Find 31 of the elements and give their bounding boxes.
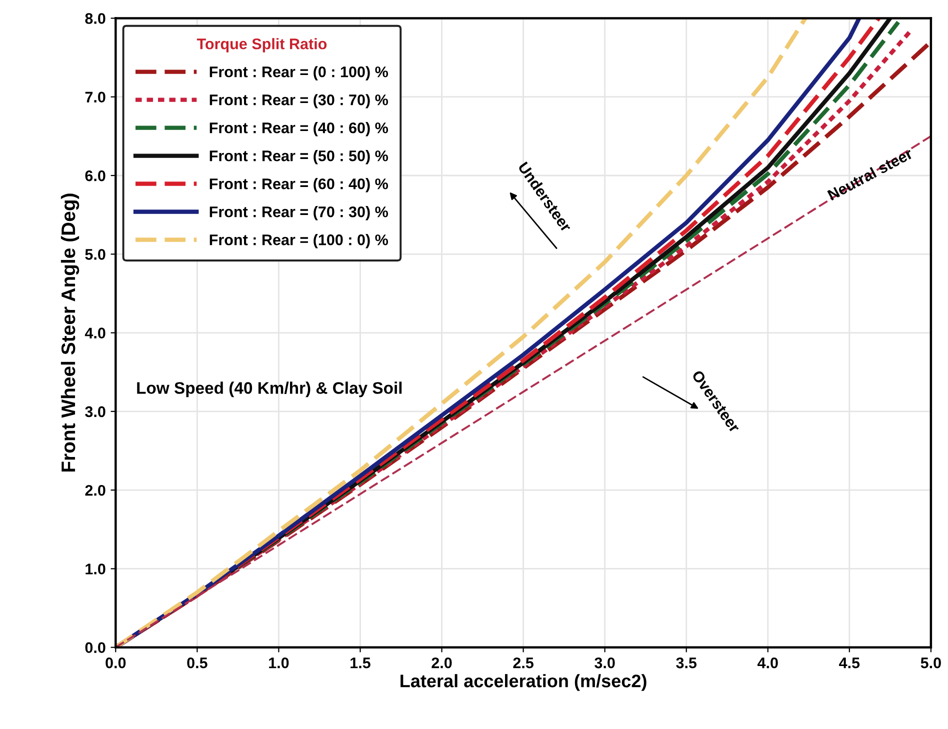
y-tick-label: 6.0 [85, 170, 106, 182]
annotation: Low Speed (40 Km/hr) & Clay Soil [137, 382, 402, 398]
x-tick-label: 4.5 [839, 658, 860, 668]
y-tick-label: 0.0 [85, 642, 106, 654]
legend-label: Front : Rear = (50 : 50) % [210, 150, 388, 164]
y-axis-title: Front Wheel Steer Angle (Deg) [60, 194, 80, 472]
legend-title: Torque Split Ratio [196, 38, 327, 52]
x-tick-label: 3.5 [676, 657, 697, 668]
x-axis-title: Lateral acceleration (m/sec2) [400, 674, 646, 691]
x-tick-label: 5.0 [920, 657, 941, 668]
y-tick-label: 4.0 [84, 328, 106, 338]
legend-label: Front : Rear = (0 : 100) % [210, 66, 388, 80]
y-tick-label: 8.0 [85, 13, 106, 24]
y-tick-label: 5.0 [85, 249, 106, 260]
x-tick-label: 2.0 [432, 657, 452, 668]
legend-label: Front : Rear = (100 : 0) % [210, 234, 388, 248]
legend-label: Front : Rear = (60 : 40) % [210, 178, 388, 192]
y-tick-label: 3.0 [85, 406, 106, 418]
x-tick-label: 0.0 [106, 657, 126, 668]
x-tick-label: 3.0 [594, 657, 615, 668]
x-tick-label: 4.0 [757, 657, 778, 668]
x-tick-label: 1.0 [269, 657, 289, 668]
x-tick-label: 1.5 [350, 658, 370, 668]
y-tick-label: 7.0 [85, 92, 106, 103]
x-tick-label: 2.5 [513, 657, 534, 668]
legend-label: Front : Rear = (70 : 30) % [210, 206, 388, 220]
legend-label: Front : Rear = (40 : 60) % [210, 122, 388, 136]
legend-label: Front : Rear = (30 : 70) % [210, 94, 388, 108]
y-tick-label: 1.0 [86, 564, 106, 574]
x-tick-label: 0.5 [187, 657, 208, 668]
y-tick-label: 2.0 [85, 484, 106, 496]
